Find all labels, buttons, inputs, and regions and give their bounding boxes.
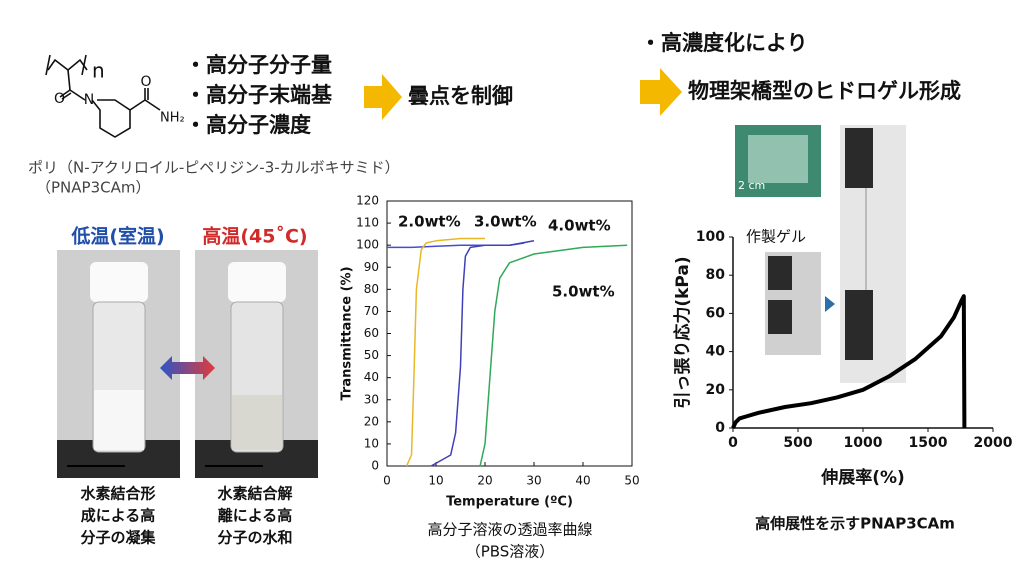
- polymer-name: ポリ（N-アクリロイル-ピペリジン-3-カルボキサミド）: [28, 159, 400, 177]
- x-tick-label: 500: [783, 435, 812, 451]
- data-line: [479, 244, 628, 467]
- caption-line: 水素結合形: [80, 485, 155, 503]
- plot-frame: [386, 200, 633, 467]
- chem-label: n: [92, 59, 105, 83]
- result: 曇点を制御: [408, 84, 513, 108]
- x-tick-label: 10: [428, 474, 443, 488]
- chart-caption: 高分子溶液の透過率曲線: [427, 521, 592, 539]
- caption-line: 離による高: [218, 507, 293, 525]
- y-tick-label: 120: [356, 194, 379, 208]
- y-tick-label: 0: [371, 459, 379, 473]
- y-tick-label: 20: [364, 414, 379, 428]
- y-tick-label: 100: [696, 229, 725, 245]
- caption-line: 水素結合解: [217, 485, 292, 503]
- x-tick-label: 30: [526, 474, 541, 488]
- chem-label: O: [54, 91, 65, 107]
- x-tick-label: 40: [575, 474, 590, 488]
- bullet: ・高濃度化により: [640, 31, 808, 55]
- chart-caption: 高伸展性を示すPNAP3CAm: [755, 515, 955, 533]
- series-label: 3.0wt%: [474, 213, 537, 231]
- chart-caption: （PBS溶液）: [466, 543, 555, 561]
- x-tick-label: 2000: [974, 435, 1013, 451]
- x-tick-label: 0: [383, 474, 391, 488]
- chem-label: NH₂: [160, 111, 185, 126]
- y-tick-label: 80: [706, 267, 726, 283]
- y-tick-label: 10: [364, 436, 379, 450]
- bullet: ・高分子分子量: [185, 53, 332, 77]
- y-tick-label: 110: [356, 216, 379, 230]
- data-line: [731, 294, 967, 429]
- bullet: ・高分子末端基: [185, 83, 333, 107]
- y-tick-label: 60: [706, 305, 726, 321]
- x-axis-title: Temperature (ºC): [446, 495, 573, 510]
- data-line: [430, 240, 535, 467]
- y-tick-label: 20: [706, 382, 726, 398]
- chem-structure: [45, 54, 161, 138]
- y-tick-label: 70: [364, 304, 379, 318]
- vial-photo: [195, 250, 318, 478]
- y-tick-label: 0: [715, 420, 725, 436]
- caption-line: 分子の凝集: [80, 529, 156, 547]
- y-tick-label: 30: [364, 392, 379, 406]
- y-tick-label: 40: [364, 370, 379, 384]
- caption-line: 成による高: [81, 507, 156, 525]
- y-tick-label: 80: [364, 282, 379, 296]
- x-tick-label: 20: [477, 474, 492, 488]
- caption-low: 水素結合形 成による高 分子の凝集: [80, 485, 156, 547]
- arrow: [364, 74, 402, 120]
- caption-high: 水素結合解 離による高 分子の水和: [217, 485, 292, 547]
- y-tick-label: 50: [364, 348, 379, 362]
- series-label: 2.0wt%: [398, 213, 461, 231]
- y-tick-label: 90: [364, 260, 379, 274]
- x-tick-label: 0: [728, 435, 738, 451]
- y-axis-title: 引っ張り応力(kPa): [672, 256, 693, 408]
- double-arrow: [160, 356, 215, 380]
- polymer-abbr: （PNAP3CAm）: [36, 179, 150, 197]
- series-label: 4.0wt%: [548, 217, 611, 235]
- x-tick-label: 50: [624, 474, 639, 488]
- y-tick-label: 40: [706, 344, 726, 360]
- series-label: 5.0wt%: [552, 283, 615, 301]
- vial-photo: [57, 250, 180, 478]
- y-tick-label: 60: [364, 326, 379, 340]
- bullet: ・高分子濃度: [185, 113, 311, 137]
- chem-label: O: [140, 74, 151, 90]
- result: 物理架橋型のヒドロゲル形成: [688, 79, 961, 103]
- gel-photo: 2 cm: [735, 125, 906, 383]
- arrow: [640, 68, 682, 116]
- gel-label: 作製ゲル: [746, 228, 806, 246]
- caption-line: 分子の水和: [217, 529, 292, 547]
- x-tick-label: 1500: [909, 435, 948, 451]
- chem-label: N: [84, 92, 94, 108]
- data-line: [405, 237, 485, 467]
- low-temp: 低温(室温): [70, 225, 164, 248]
- x-axis-title: 伸展率(%): [820, 467, 905, 488]
- y-axis-title: Transmittance (%): [340, 266, 355, 400]
- y-tick-label: 100: [356, 238, 379, 252]
- x-tick-label: 1000: [844, 435, 883, 451]
- high-temp: 高温(45˚C): [202, 225, 307, 248]
- scale-label: 2 cm: [738, 179, 765, 192]
